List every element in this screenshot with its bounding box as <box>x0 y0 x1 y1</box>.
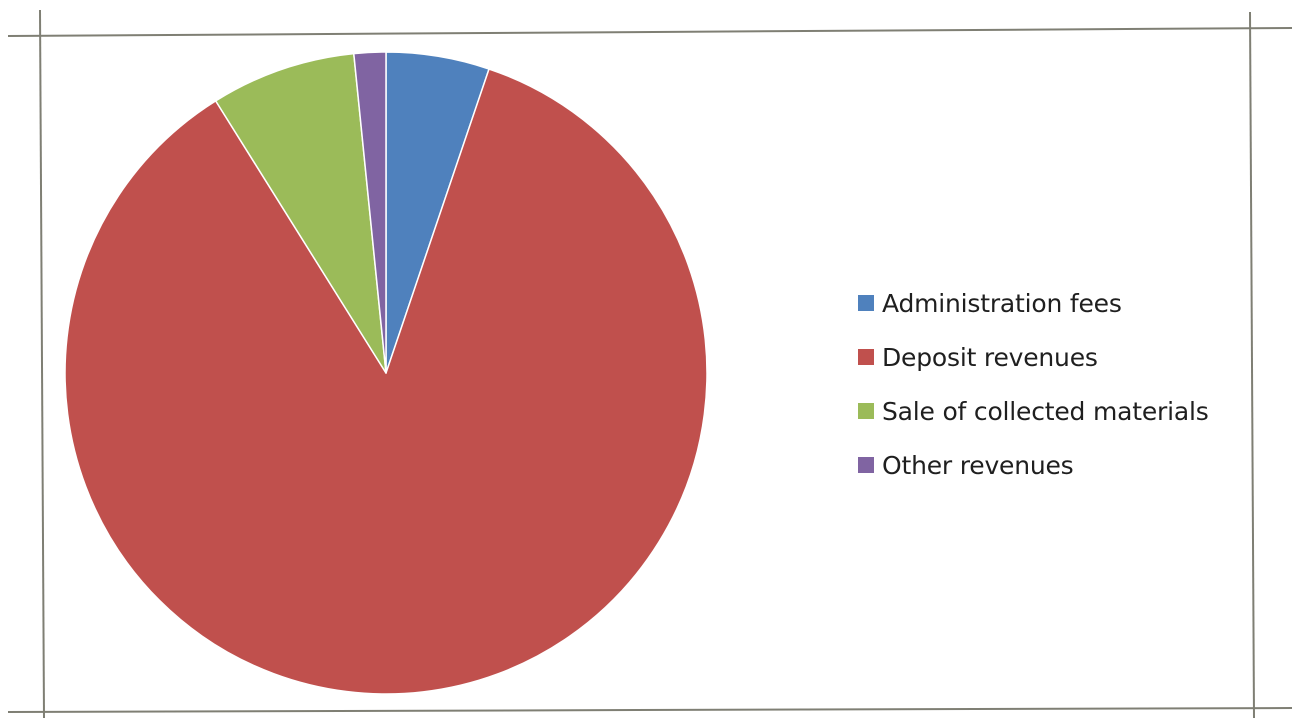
frame-right-line <box>1249 11 1255 718</box>
legend-swatch-deposit-revenues <box>858 349 874 365</box>
pie-slice-sale-of-collected-materials <box>214 52 387 374</box>
frame-bottom-line <box>7 707 1292 713</box>
legend-item-deposit-revenues: Deposit revenues <box>858 330 1209 384</box>
legend: Administration fees Deposit revenues Sal… <box>858 276 1209 492</box>
pie-slice-other-revenues <box>353 51 387 374</box>
legend-label-other-revenues: Other revenues <box>882 450 1074 480</box>
legend-label-deposit-revenues: Deposit revenues <box>882 342 1098 372</box>
legend-item-administration-fees: Administration fees <box>858 276 1209 330</box>
legend-label-sale-of-collected-materials: Sale of collected materials <box>882 396 1209 426</box>
frame-left-line <box>39 9 45 718</box>
legend-swatch-administration-fees <box>858 295 874 311</box>
pie-slice-deposit-revenues <box>64 68 708 695</box>
frame-top-line <box>7 27 1292 37</box>
legend-swatch-sale-of-collected-materials <box>858 403 874 419</box>
legend-label-administration-fees: Administration fees <box>882 288 1122 318</box>
pie-chart <box>64 51 708 695</box>
legend-item-sale-of-collected-materials: Sale of collected materials <box>858 384 1209 438</box>
frame-lines <box>7 9 1292 718</box>
legend-swatch-other-revenues <box>858 457 874 473</box>
legend-item-other-revenues: Other revenues <box>858 438 1209 492</box>
